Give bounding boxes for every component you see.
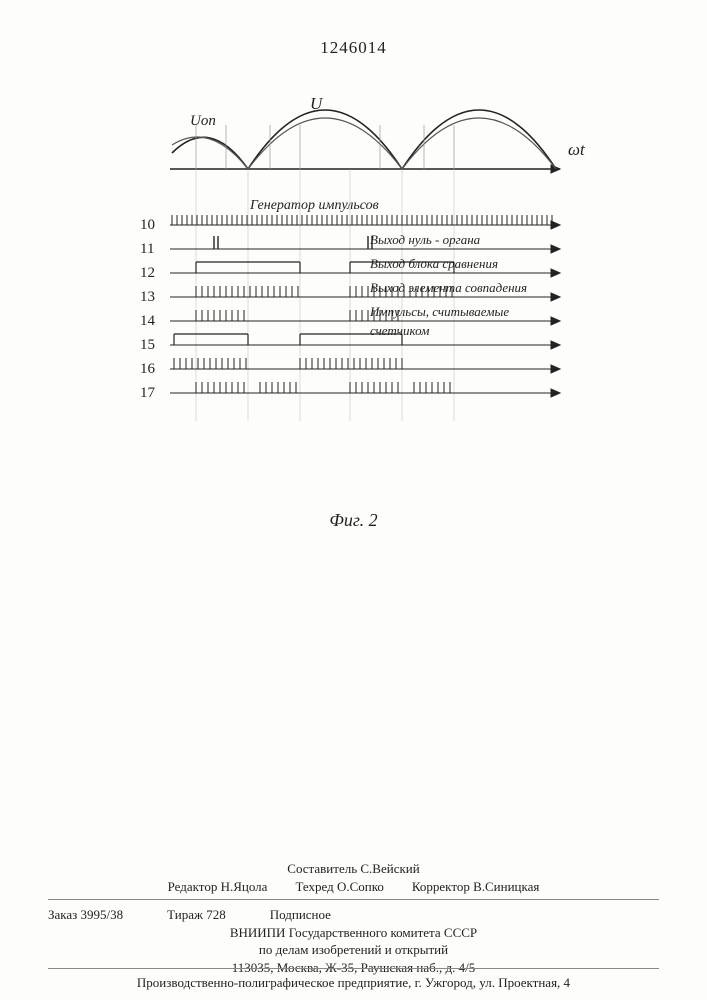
print-run: Тираж 728 — [167, 906, 226, 924]
techred: Техред О.Сопко — [295, 878, 383, 896]
order-row: Заказ 3995/38 Тираж 728 Подписное — [48, 906, 659, 924]
svg-text:Выход нуль - органа: Выход нуль - органа — [370, 232, 481, 247]
svg-text:Uоп: Uоп — [190, 113, 216, 129]
svg-text:12: 12 — [140, 265, 155, 281]
svg-text:15: 15 — [140, 337, 155, 353]
order-no: Заказ 3995/38 — [48, 906, 123, 924]
printer-line: Производственно-полиграфическое предприя… — [48, 968, 659, 991]
svg-text:16: 16 — [140, 361, 156, 377]
figure-caption: Фиг. 2 — [0, 510, 707, 531]
svg-text:10: 10 — [140, 217, 155, 233]
svg-text:счетчиком: счетчиком — [370, 323, 429, 338]
compiler-line: Составитель С.Вейский — [48, 860, 659, 878]
editor: Редактор Н.Яцола — [168, 878, 268, 896]
org-line-1: ВНИИПИ Государственного комитета СССР — [48, 924, 659, 942]
svg-text:Генератор импульсов: Генератор импульсов — [249, 198, 379, 213]
svg-text:14: 14 — [140, 313, 156, 329]
subscription: Подписное — [270, 906, 331, 924]
svg-text:Импульсы, считываемые: Импульсы, считываемые — [369, 304, 509, 319]
org-line-2: по делам изобретений и открытий — [48, 941, 659, 959]
svg-text:Выход блока сравнения: Выход блока сравнения — [370, 256, 498, 271]
timing-diagram-figure: Uоп Uωt Генератор импульсов 10 11 Выход нуль … — [120, 95, 590, 500]
editor-row: Редактор Н.Яцола Техред О.Сопко Корректо… — [48, 878, 659, 896]
divider-1 — [48, 899, 659, 900]
timing-diagram-svg: Uоп Uωt Генератор импульсов 10 11 Выход нуль … — [120, 95, 590, 495]
svg-text:17: 17 — [140, 385, 156, 401]
svg-text:U: U — [310, 95, 324, 113]
svg-text:ωt: ωt — [568, 140, 586, 159]
page-number: 1246014 — [0, 38, 707, 58]
svg-text:13: 13 — [140, 289, 155, 305]
svg-text:11: 11 — [140, 241, 154, 257]
corrector: Корректор В.Синицкая — [412, 878, 540, 896]
colophon-block: Составитель С.Вейский Редактор Н.Яцола Т… — [48, 860, 659, 976]
svg-text:Выход элемента совпадения: Выход элемента совпадения — [370, 280, 527, 295]
